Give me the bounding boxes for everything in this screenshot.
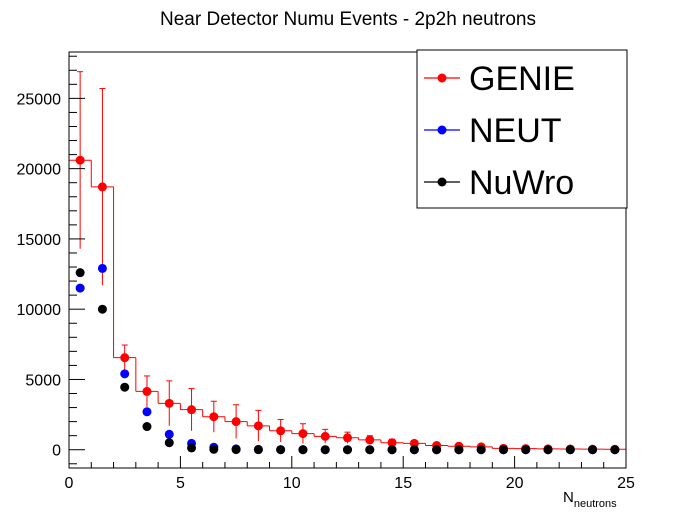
data-point: [521, 445, 531, 455]
data-point: [75, 155, 85, 165]
data-point: [565, 445, 575, 455]
data-point: [409, 445, 419, 455]
data-point: [610, 445, 620, 455]
y-tick-label: 15000: [17, 232, 62, 249]
x-axis-label-main: N: [563, 489, 574, 506]
data-point: [432, 445, 442, 455]
data-point: [343, 445, 352, 455]
data-point: [253, 421, 263, 431]
legend-entry-nuwro: NuWro: [424, 164, 574, 202]
y-tick-label: 5000: [25, 372, 61, 389]
data-point: [164, 398, 174, 408]
series-neut: [75, 263, 620, 455]
data-point: [97, 263, 107, 273]
legend-label: NuWro: [469, 164, 574, 202]
data-point: [320, 431, 330, 441]
legend-marker: [437, 125, 447, 135]
data-point: [97, 182, 107, 192]
plot-frame: [68, 51, 627, 469]
data-point: [365, 435, 375, 445]
axes-layer: 0 5 10 15 20 25 0 5000 10000 15000 20000 25000: [17, 55, 635, 492]
data-point: [75, 283, 85, 293]
data-point: [120, 353, 130, 363]
data-point: [298, 445, 308, 455]
data-point: [209, 444, 219, 454]
data-point: [276, 426, 286, 436]
legend-marker: [437, 73, 447, 83]
legend: GENIE NEUT NuWro: [416, 49, 628, 209]
data-point: [142, 386, 152, 396]
data-point: [276, 445, 286, 455]
legend-label: GENIE: [469, 60, 575, 98]
data-point: [231, 445, 241, 455]
x-tick-label: 0: [65, 475, 74, 492]
data-point: [387, 445, 397, 455]
y-tick-label: 20000: [17, 162, 62, 179]
series-nuwro: [75, 268, 620, 455]
data-point: [75, 268, 85, 278]
data-point: [120, 382, 130, 392]
data-point: [209, 412, 219, 422]
data-point: [120, 369, 130, 379]
data-point: [187, 405, 197, 415]
data-point: [231, 417, 241, 427]
data-point: [97, 304, 107, 314]
x-axis-label-subscript: neutrons: [574, 498, 617, 510]
series-layer: [68, 71, 626, 455]
legend-entry-genie: GENIE: [424, 60, 575, 98]
data-point: [498, 445, 508, 455]
y-tick-label: 25000: [17, 91, 62, 108]
data-point: [142, 422, 152, 432]
x-tick-label: 25: [617, 475, 635, 492]
data-point: [343, 433, 352, 443]
legend-entry-neut: NEUT: [424, 112, 562, 150]
data-point: [476, 445, 486, 455]
legend-label: NEUT: [469, 112, 562, 150]
y-tick-label: 0: [52, 443, 61, 460]
data-point: [409, 438, 419, 448]
data-point: [164, 429, 174, 439]
x-tick-label: 10: [283, 475, 301, 492]
legend-marker: [437, 177, 447, 187]
x-tick-label: 20: [506, 475, 524, 492]
data-point: [454, 445, 464, 455]
data-point: [365, 445, 375, 455]
chart-title: Near Detector Numu Events - 2p2h neutron…: [160, 9, 536, 30]
data-point: [253, 445, 263, 455]
y-tick-label: 10000: [17, 302, 62, 319]
data-point: [588, 445, 598, 455]
x-tick-label: 15: [394, 475, 412, 492]
data-point: [543, 445, 553, 455]
x-axis-label: Nneutrons: [563, 489, 617, 510]
data-point: [142, 407, 152, 417]
data-point: [298, 429, 308, 439]
x-tick-label: 5: [176, 475, 185, 492]
data-point: [187, 443, 197, 453]
data-point: [164, 438, 174, 448]
data-point: [387, 438, 397, 448]
data-point: [320, 445, 330, 455]
